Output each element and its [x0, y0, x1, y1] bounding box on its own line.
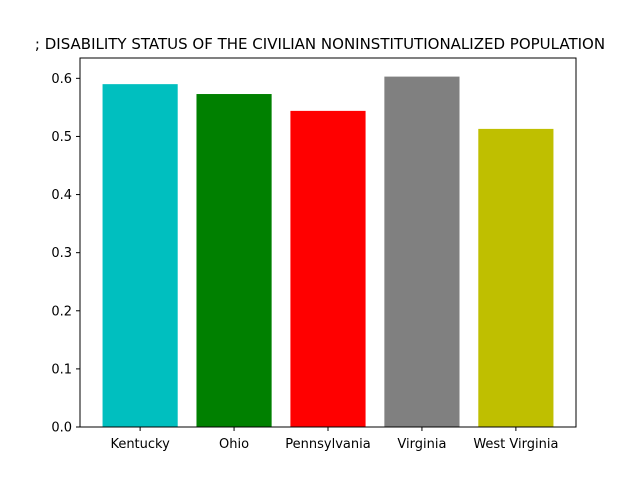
bars-group [102, 76, 554, 428]
y-tick-label: 0.5 [51, 130, 72, 145]
bar-virginia [384, 76, 460, 427]
chart-title: ; DISABILITY STATUS OF THE CIVILIAN NONI… [35, 35, 605, 53]
y-tick-label: 0.2 [51, 304, 72, 319]
y-tick-label: 0.6 [51, 72, 72, 87]
plot-frame [79, 57, 577, 428]
x-tick-label: Virginia [397, 437, 446, 452]
bar-ohio [196, 94, 272, 427]
x-tick-label: Kentucky [110, 437, 170, 452]
bar-pennsylvania [290, 110, 366, 427]
bar-kentucky [102, 84, 178, 428]
y-tick-label: 0.0 [51, 421, 72, 436]
bar-west-virginia [478, 128, 554, 427]
y-tick-label: 0.3 [51, 246, 72, 261]
y-axis: 0.0 0.1 0.2 0.3 0.4 0.5 0.6 [51, 72, 80, 436]
y-tick-label: 0.1 [51, 362, 72, 377]
x-axis: Kentucky Ohio Pennsylvania Virginia West Vir… [110, 427, 558, 452]
x-tick-label: Pennsylvania [285, 437, 370, 452]
x-tick-label: Ohio [219, 437, 249, 452]
y-tick-label: 0.4 [51, 188, 72, 203]
x-tick-label: West Virginia [473, 437, 558, 452]
